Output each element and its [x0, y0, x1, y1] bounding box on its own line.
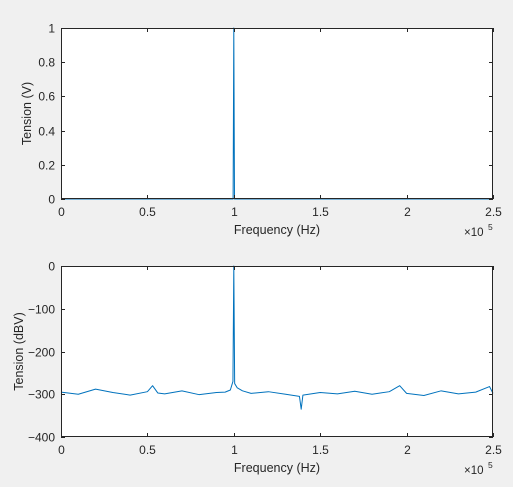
x-tick-label-bottom: 0 — [58, 443, 65, 457]
y-tick-label-bottom: −400 — [28, 431, 55, 445]
y-tick-label-bottom: −200 — [28, 346, 55, 360]
y-tick-label-top: 1 — [48, 22, 55, 36]
y-tick-label-bottom: −300 — [28, 388, 55, 402]
y-tick-label-top: 0.6 — [38, 90, 55, 104]
y-axis-label-top: Tension (V) — [20, 82, 34, 145]
x-axis-label-top: Frequency (Hz) — [234, 223, 320, 237]
y-axis-label-bottom: Tension (dBV) — [12, 312, 26, 391]
series-line-bottom-0 — [60, 265, 494, 410]
x-tick-label-bottom: 1.5 — [312, 443, 329, 457]
x-tick-label-bottom: 1 — [231, 443, 238, 457]
x-tick-label-top: 1 — [231, 205, 238, 219]
axes-box-bottom — [61, 266, 493, 437]
axes-box-top — [61, 28, 493, 199]
x-tick-label-bottom: 2 — [404, 443, 411, 457]
x-tick-label-bottom: 2.5 — [485, 443, 502, 457]
x-axis-label-bottom: Frequency (Hz) — [234, 461, 320, 475]
x-exponent-label-bottom: ×10 — [464, 465, 484, 477]
plot-area-bottom — [61, 266, 493, 437]
x-exponent-label-top: ×10 — [464, 227, 484, 239]
x-tick-label-bottom: 0.5 — [139, 443, 156, 457]
y-tick-label-top: 0 — [48, 193, 55, 207]
y-tick-label-top: 0.4 — [38, 125, 55, 139]
plot-area-top — [61, 28, 493, 199]
x-tick-label-top: 2.5 — [485, 205, 502, 219]
x-exponent-power-bottom: 5 — [488, 460, 493, 470]
x-tick-label-top: 2 — [404, 205, 411, 219]
x-tick-label-top: 0 — [58, 205, 65, 219]
y-tick-label-top: 0.2 — [38, 159, 55, 173]
y-tick-label-top: 0.8 — [38, 56, 55, 70]
y-tick-label-bottom: −100 — [28, 303, 55, 317]
x-tick-label-top: 0.5 — [139, 205, 156, 219]
x-tick-label-top: 1.5 — [312, 205, 329, 219]
y-tick-label-bottom: 0 — [48, 260, 55, 274]
x-exponent-power-top: 5 — [488, 222, 493, 232]
